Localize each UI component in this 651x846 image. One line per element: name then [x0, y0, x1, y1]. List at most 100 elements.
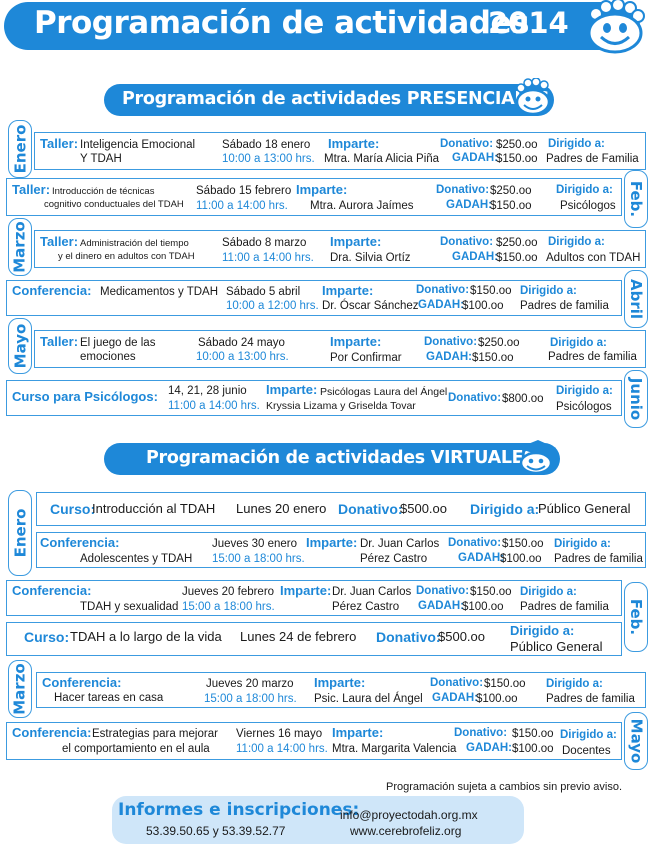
dirigido-value: Docentes: [562, 745, 611, 757]
footer-title: Informes e inscripciones:: [118, 800, 360, 820]
dirigido-label: Dirigido a:: [470, 501, 540, 517]
event-type: Taller:: [12, 182, 51, 197]
event-desc: Adolescentes y TDAH: [80, 553, 193, 565]
event-desc: el comportamiento en el aula: [62, 743, 210, 755]
donativo-label: Donativo:: [454, 727, 508, 739]
event-time: 10:00 a 13:00 hrs.: [196, 351, 289, 363]
donativo-value: $150.oo: [484, 678, 526, 690]
event-row: [36, 492, 646, 526]
month-tab-abril: Abril: [624, 270, 648, 328]
event-date: Lunes 24 de febrero: [240, 629, 357, 644]
dirigido-label: Dirigido a:: [548, 138, 605, 150]
event-time: 15:00 a 18:00 hrs.: [212, 553, 305, 565]
donativo-label: Donativo:: [440, 236, 494, 248]
dirigido-value: Padres de familia: [554, 553, 643, 565]
month-tab-feb: Feb.: [624, 582, 648, 652]
imparte-label: Imparte:: [330, 334, 382, 349]
event-desc: Y TDAH: [80, 153, 122, 165]
gadah-label: GADAH:: [452, 251, 498, 263]
event-desc: y el dinero en adultos con TDAH: [58, 251, 195, 262]
donativo-value: $150.oo: [470, 285, 512, 297]
donativo-value: $500.oo: [400, 501, 447, 516]
imparte-label: Imparte:: [322, 283, 374, 298]
page-year: 2014: [488, 6, 569, 40]
event-row: [6, 622, 622, 656]
gadah-label: GADAH:: [466, 742, 512, 754]
event-type: Conferencia:: [12, 283, 92, 298]
gadah-label: GADAH:: [458, 552, 504, 564]
event-row: [34, 230, 646, 268]
dirigido-label: Dirigido a:: [550, 337, 607, 349]
dirigido-value: Psicólogos: [560, 200, 616, 212]
gadah-value: $100.oo: [512, 743, 554, 755]
dirigido-label: Dirigido a:: [510, 623, 575, 638]
donativo-value: $150.oo: [470, 586, 512, 598]
footer-email[interactable]: info@proyectodah.org.mx: [340, 808, 478, 822]
imparte-label: Imparte:: [266, 382, 318, 397]
event-speaker: Psicólogas Laura del Ángel: [320, 386, 448, 398]
donativo-label: Donativo:: [416, 585, 470, 597]
gadah-value: $100.oo: [500, 553, 542, 565]
event-desc: Medicamentos y TDAH: [100, 286, 219, 298]
event-desc: Introducción al TDAH: [92, 501, 216, 516]
event-row: [36, 672, 646, 708]
footer-website[interactable]: www.cerebrofeliz.org: [350, 824, 462, 838]
donativo-value: $250.oo: [490, 185, 532, 197]
graduation-smiley-icon: [518, 440, 556, 475]
event-row: [6, 178, 622, 216]
event-type: Taller:: [40, 334, 79, 349]
event-speaker: Dr. Óscar Sánchez: [322, 300, 419, 312]
donativo-value: $150.oo: [502, 538, 544, 550]
event-desc: Hacer tareas en casa: [54, 692, 164, 704]
event-speaker: Mtra. María Alicia Piña: [324, 153, 440, 165]
gadah-label: GADAH:: [418, 600, 464, 612]
event-speaker: Dr. Juan Carlos: [332, 586, 412, 598]
imparte-label: Imparte:: [328, 136, 380, 151]
event-row: [34, 330, 646, 368]
event-speaker: Dr. Juan Carlos: [360, 538, 440, 550]
smiley-logo-icon: [587, 0, 645, 54]
gadah-label: GADAH:: [426, 351, 472, 363]
event-time: 15:00 a 18:00 hrs.: [182, 601, 275, 613]
event-desc: Administración del tiempo: [80, 238, 189, 249]
dirigido-value: Público General: [510, 639, 603, 654]
event-date: Lunes 20 enero: [236, 501, 327, 516]
gadah-label: GADAH:: [452, 152, 498, 164]
gadah-label: GADAH:: [432, 692, 478, 704]
event-speaker: Por Confirmar: [330, 352, 402, 364]
month-tab-enero: Enero: [8, 120, 32, 178]
section-presenciales-title: Programación de actividades PRESENCIALES: [122, 89, 550, 109]
donativo-value: $500.oo: [438, 629, 485, 644]
month-tab-junio: Junio: [624, 370, 648, 428]
event-desc: TDAH y sexualidad: [80, 601, 179, 613]
imparte-label: Imparte:: [330, 234, 382, 249]
dirigido-label: Dirigido a:: [548, 236, 605, 248]
dirigido-value: Padres de familia: [548, 351, 637, 363]
gadah-value: $150.oo: [472, 352, 514, 364]
event-speaker: Pérez Castro: [332, 601, 400, 613]
month-tab-marzo: Marzo: [8, 218, 32, 276]
gadah-label: GADAH:: [418, 299, 464, 311]
event-speaker: Dra. Silvia Ortíz: [330, 252, 411, 264]
imparte-label: Imparte:: [314, 675, 366, 690]
dirigido-label: Dirigido a:: [556, 184, 613, 196]
donativo-value: $250.oo: [496, 237, 538, 249]
donativo-value: $150.oo: [512, 728, 554, 740]
footer-contact-box: [112, 796, 524, 844]
event-type: Conferencia:: [42, 675, 122, 690]
event-time: 10:00 a 12:00 hrs.: [226, 300, 319, 312]
event-type: Taller:: [40, 234, 79, 249]
footer-phones: 53.39.50.65 y 53.39.52.77: [146, 824, 286, 838]
donativo-label: Donativo:: [376, 629, 441, 645]
month-tab-mayo: Mayo: [8, 318, 32, 374]
gadah-label: GADAH:: [446, 199, 492, 211]
month-tab-enero: Enero: [8, 490, 32, 576]
donativo-label: Donativo:: [338, 501, 403, 517]
gadah-value: $150.oo: [490, 200, 532, 212]
event-time: 11:00 a 14:00 hrs.: [236, 743, 328, 755]
event-desc: Estrategias para mejorar: [92, 728, 218, 740]
page-title: Programación de actividades: [34, 5, 529, 41]
event-speaker: Pérez Castro: [360, 553, 428, 565]
dirigido-label: Dirigido a:: [520, 586, 577, 598]
event-date: 14, 21, 28 junio: [168, 385, 247, 397]
